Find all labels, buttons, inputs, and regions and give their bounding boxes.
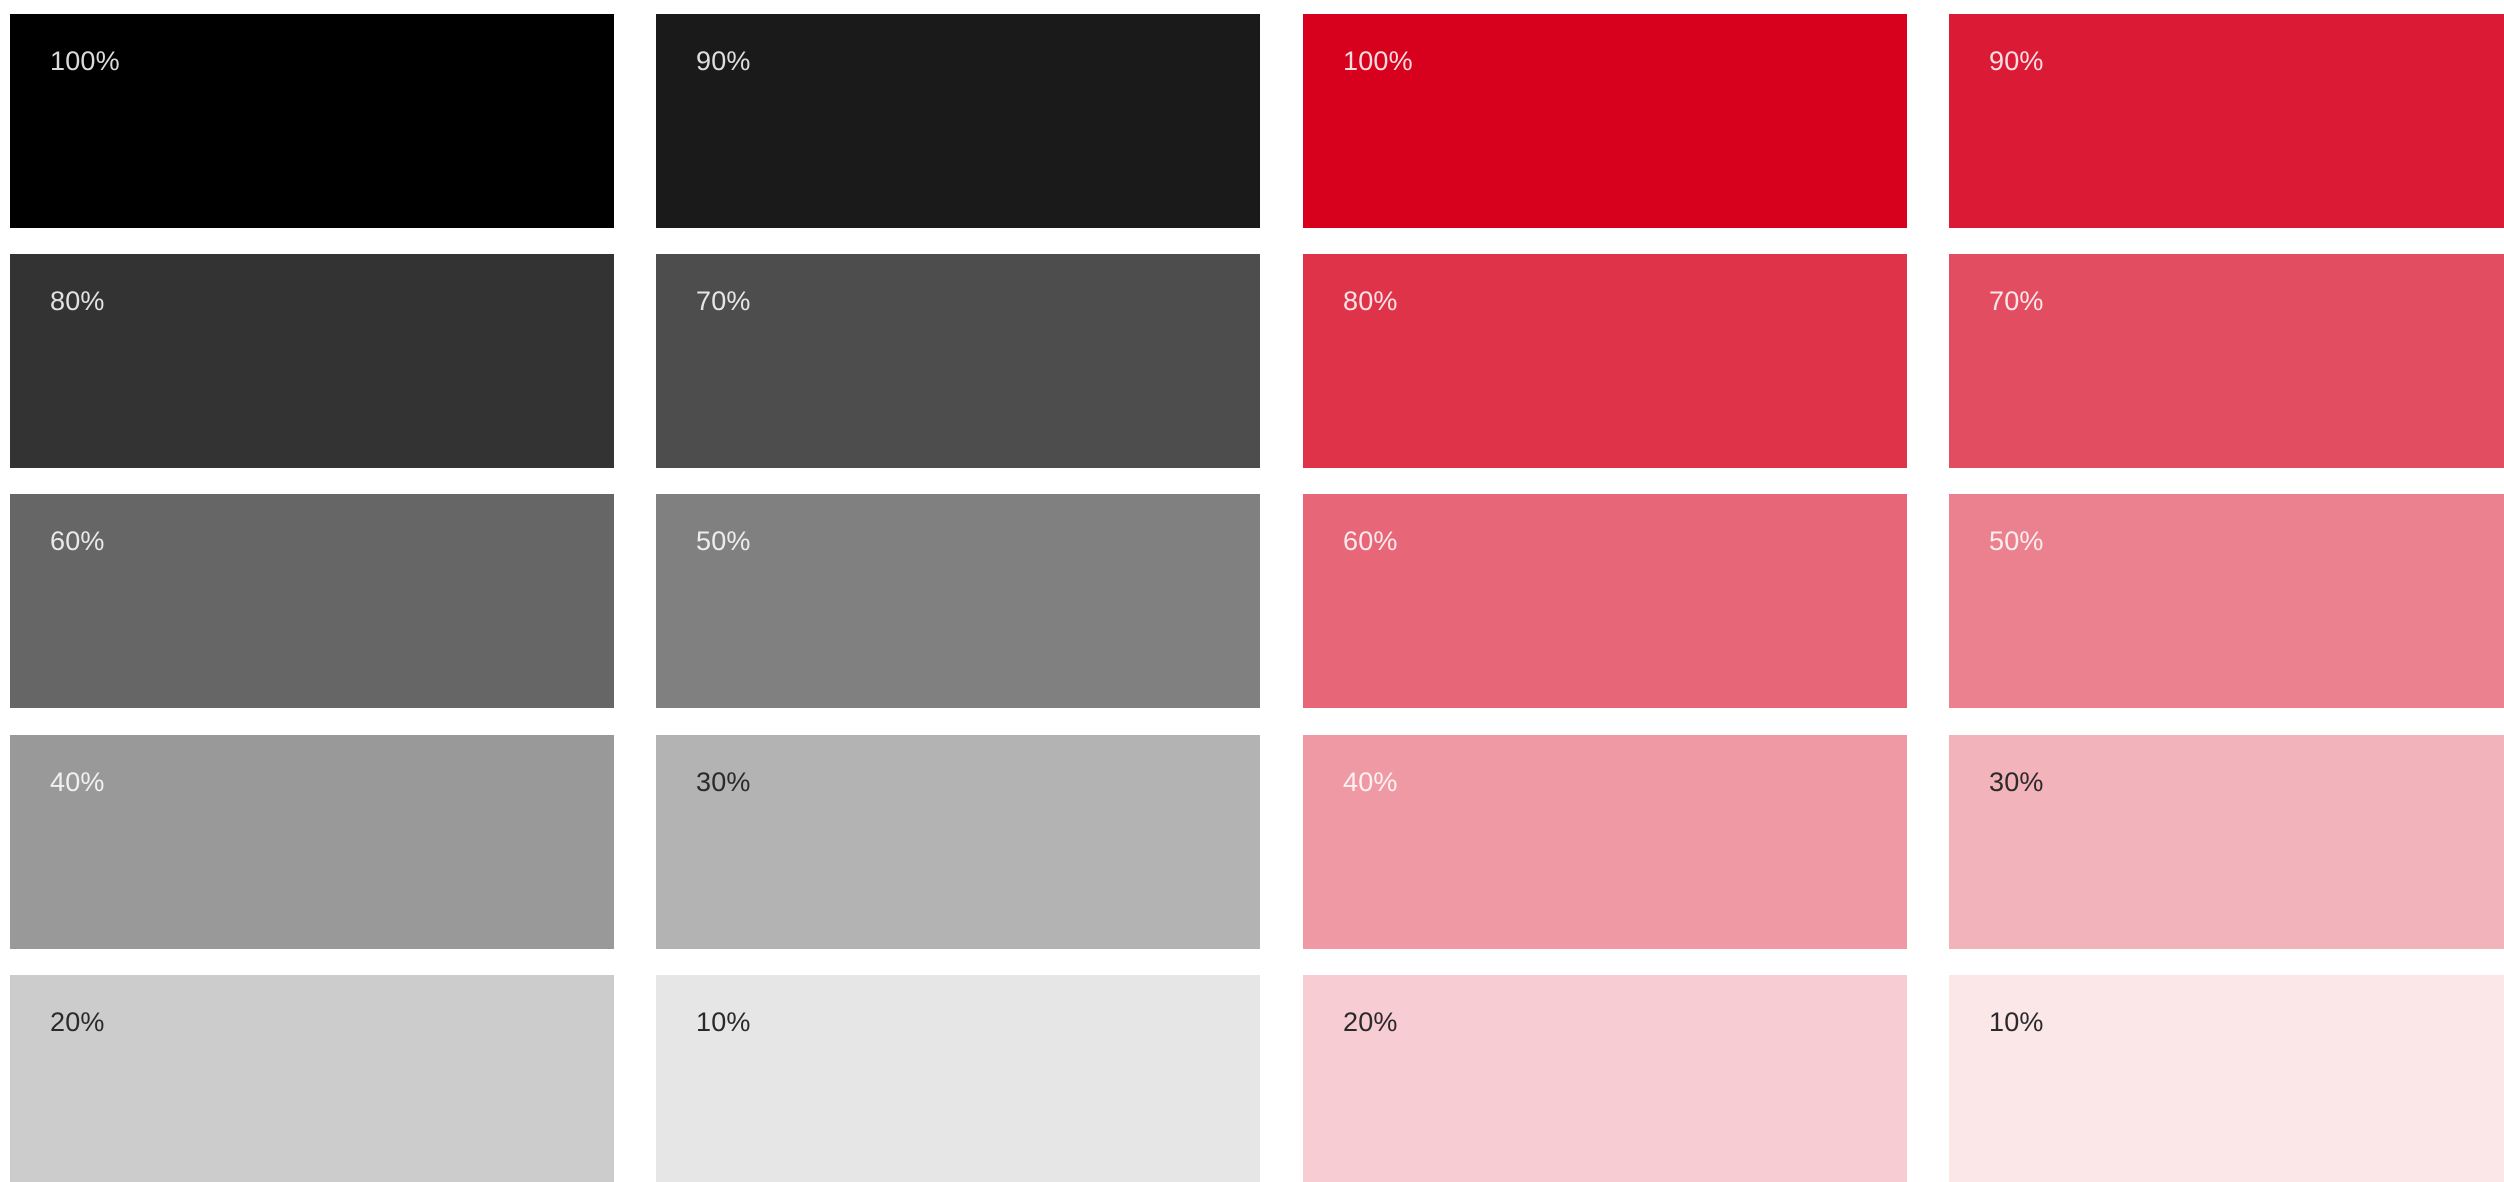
swatch-label: 100% [1343,46,1413,76]
swatch-label: 20% [1343,1007,1398,1037]
swatch-label: 50% [1989,526,2044,556]
color-swatch: 90% [1949,14,2504,228]
swatch-label: 80% [50,286,105,316]
swatch-label: 60% [50,526,105,556]
swatch-label: 70% [1989,286,2044,316]
color-swatch: 50% [1949,494,2504,708]
swatch-label: 90% [696,46,751,76]
color-swatch: 80% [10,254,614,468]
color-swatch: 10% [656,975,1260,1182]
color-swatch: 60% [1303,494,1907,708]
color-swatch: 30% [1949,735,2504,949]
swatch-label: 40% [50,767,105,797]
color-swatch: 20% [10,975,614,1182]
color-swatch: 90% [656,14,1260,228]
color-swatch: 30% [656,735,1260,949]
color-swatch: 70% [1949,254,2504,468]
swatch-label: 20% [50,1007,105,1037]
swatch-label: 100% [50,46,120,76]
color-swatch: 50% [656,494,1260,708]
color-swatch: 20% [1303,975,1907,1182]
swatch-label: 30% [696,767,751,797]
color-swatch: 80% [1303,254,1907,468]
swatch-label: 10% [696,1007,751,1037]
swatch-label: 70% [696,286,751,316]
swatch-label: 10% [1989,1007,2044,1037]
color-swatch: 60% [10,494,614,708]
color-swatch: 100% [1303,14,1907,228]
color-swatch: 10% [1949,975,2504,1182]
swatch-label: 80% [1343,286,1398,316]
color-swatch: 40% [10,735,614,949]
color-swatch: 100% [10,14,614,228]
color-swatch: 40% [1303,735,1907,949]
swatch-label: 40% [1343,767,1398,797]
swatch-label: 60% [1343,526,1398,556]
swatch-label: 30% [1989,767,2044,797]
swatch-label: 50% [696,526,751,556]
color-swatch: 70% [656,254,1260,468]
swatch-label: 90% [1989,46,2044,76]
